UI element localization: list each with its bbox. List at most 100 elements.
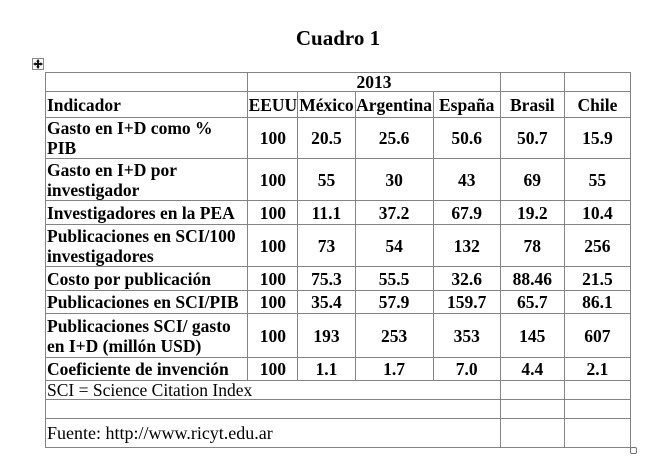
value-cell: 65.7 [499,290,565,314]
value-cell: 1.1 [297,357,356,381]
value-cell: 50.6 [432,117,501,159]
value-cell: 11.1 [297,200,356,225]
value-cell: 253 [354,313,434,358]
value-cell: 256 [563,224,632,267]
table-row: Gasto en I+D por investigador 100 55 30 … [44,158,632,201]
source-row: Fuente: http://www.ricyt.edu.ar [45,418,632,448]
value-cell: 67.9 [432,200,501,225]
footnote-cell: SCI = Science Citation Index [45,380,501,400]
value-cell: 43 [432,158,501,201]
value-cell: 100 [247,158,299,201]
value-cell: 145 [499,313,565,358]
value-cell: 25.6 [354,117,434,159]
value-cell: 30 [354,158,434,201]
value-cell: 4.4 [499,357,565,381]
value-cell: 100 [247,313,299,358]
empty-cell [499,399,565,419]
value-cell: 132 [432,224,501,267]
value-cell: 55.5 [354,266,434,291]
indicator-label-line: Gasto en I+D por [47,159,178,180]
indicator-label-line: PIB [47,138,77,158]
indicator-label-line: Publicaciones en SCI/100 [47,225,236,246]
indicator-cell: Coeficiente de invención [44,357,249,381]
value-cell: 10.4 [563,200,632,225]
indicator-cell: Costo por publicación [44,266,249,291]
table-row: Investigadores en la PEA 100 11.1 37.2 6… [44,200,632,225]
value-cell: 55 [297,158,356,201]
value-cell: 100 [247,357,299,381]
value-cell: 75.3 [297,266,356,291]
value-cell: 1.7 [354,357,434,381]
empty-cell [563,380,632,400]
value-cell: 35.4 [297,290,356,314]
indicator-label-line: investigadores [47,245,154,266]
indicator-label-line: Publicaciones en SCI/PIB [47,292,239,312]
indicator-label-line: Costo por publicación [47,268,212,289]
value-cell: 37.2 [354,200,434,225]
column-header-espana: España [432,91,501,118]
value-cell: 20.5 [297,117,356,159]
table-row: Publicaciones SCI/ gasto en I+D (millón … [44,313,632,358]
indicator-cell: Publicaciones en SCI/PIB [44,290,249,314]
empty-cell [563,72,632,92]
indicator-cell: Investigadores en la PEA [44,200,249,225]
value-cell: 607 [563,313,632,358]
value-cell: 50.7 [499,117,565,159]
table-row: Gasto en I+D como % PIB 100 20.5 25.6 50… [44,117,632,159]
indicator-label-line: en I+D (millón USD) [47,335,202,356]
column-header-mexico: México [297,91,356,118]
table-move-handle[interactable] [32,58,44,70]
empty-cell [45,399,501,419]
value-cell: 21.5 [563,266,632,291]
empty-cell [499,418,565,448]
column-header-chile: Chile [563,91,632,118]
indicator-cell: Gasto en I+D como % PIB [44,117,249,159]
indicator-label-line: Publicaciones SCI/ gasto [47,315,231,336]
value-cell: 69 [499,158,565,201]
value-cell: 159.7 [432,290,501,314]
header-row: Indicador EEUU México Argentina España B… [44,91,632,118]
year-row: 2013 [44,72,632,92]
table-resize-handle[interactable] [630,447,637,454]
column-header-argentina: Argentina [354,91,434,118]
indicator-label-line: Investigadores en la PEA [47,202,235,223]
table-row: Publicaciones en SCI/PIB 100 35.4 57.9 1… [44,290,632,314]
four-way-arrow-icon [33,59,43,69]
table-row: Publicaciones en SCI/100 investigadores … [44,224,632,267]
value-cell: 78 [499,224,565,267]
indicator-cell: Publicaciones SCI/ gasto en I+D (millón … [44,313,249,358]
value-cell: 100 [247,290,299,314]
empty-cell [563,399,632,419]
value-cell: 88.46 [499,266,565,291]
spacer-row [45,399,632,419]
empty-cell [499,380,565,400]
value-cell: 100 [247,200,299,225]
indicator-cell: Gasto en I+D por investigador [44,158,249,201]
value-cell: 100 [247,266,299,291]
value-cell: 15.9 [563,117,632,159]
column-header-eeuu: EEUU [247,91,299,118]
empty-cell [499,72,565,92]
value-cell: 55 [563,158,632,201]
column-header-brasil: Brasil [499,91,565,118]
source-cell: Fuente: http://www.ricyt.edu.ar [45,418,501,448]
value-cell: 57.9 [354,290,434,314]
column-header-indicador: Indicador [44,91,249,118]
footnote-row: SCI = Science Citation Index [45,380,632,400]
empty-cell [563,418,632,448]
indicator-label-line: Coeficiente de invención [47,359,229,379]
value-cell: 100 [247,117,299,159]
year-header-cell: 2013 [247,72,501,92]
data-table: 2013 Indicador EEUU México Argentina Esp… [44,72,632,448]
value-cell: 353 [432,313,501,358]
value-cell: 54 [354,224,434,267]
value-cell: 100 [247,224,299,267]
value-cell: 7.0 [432,357,501,381]
table-title: Cuadro 1 [295,26,381,50]
value-cell: 19.2 [499,200,565,225]
value-cell: 32.6 [432,266,501,291]
indicator-label-line: investigador [47,179,140,200]
indicator-label-line: Gasto en I+D como % [47,118,213,139]
value-cell: 193 [297,313,356,358]
